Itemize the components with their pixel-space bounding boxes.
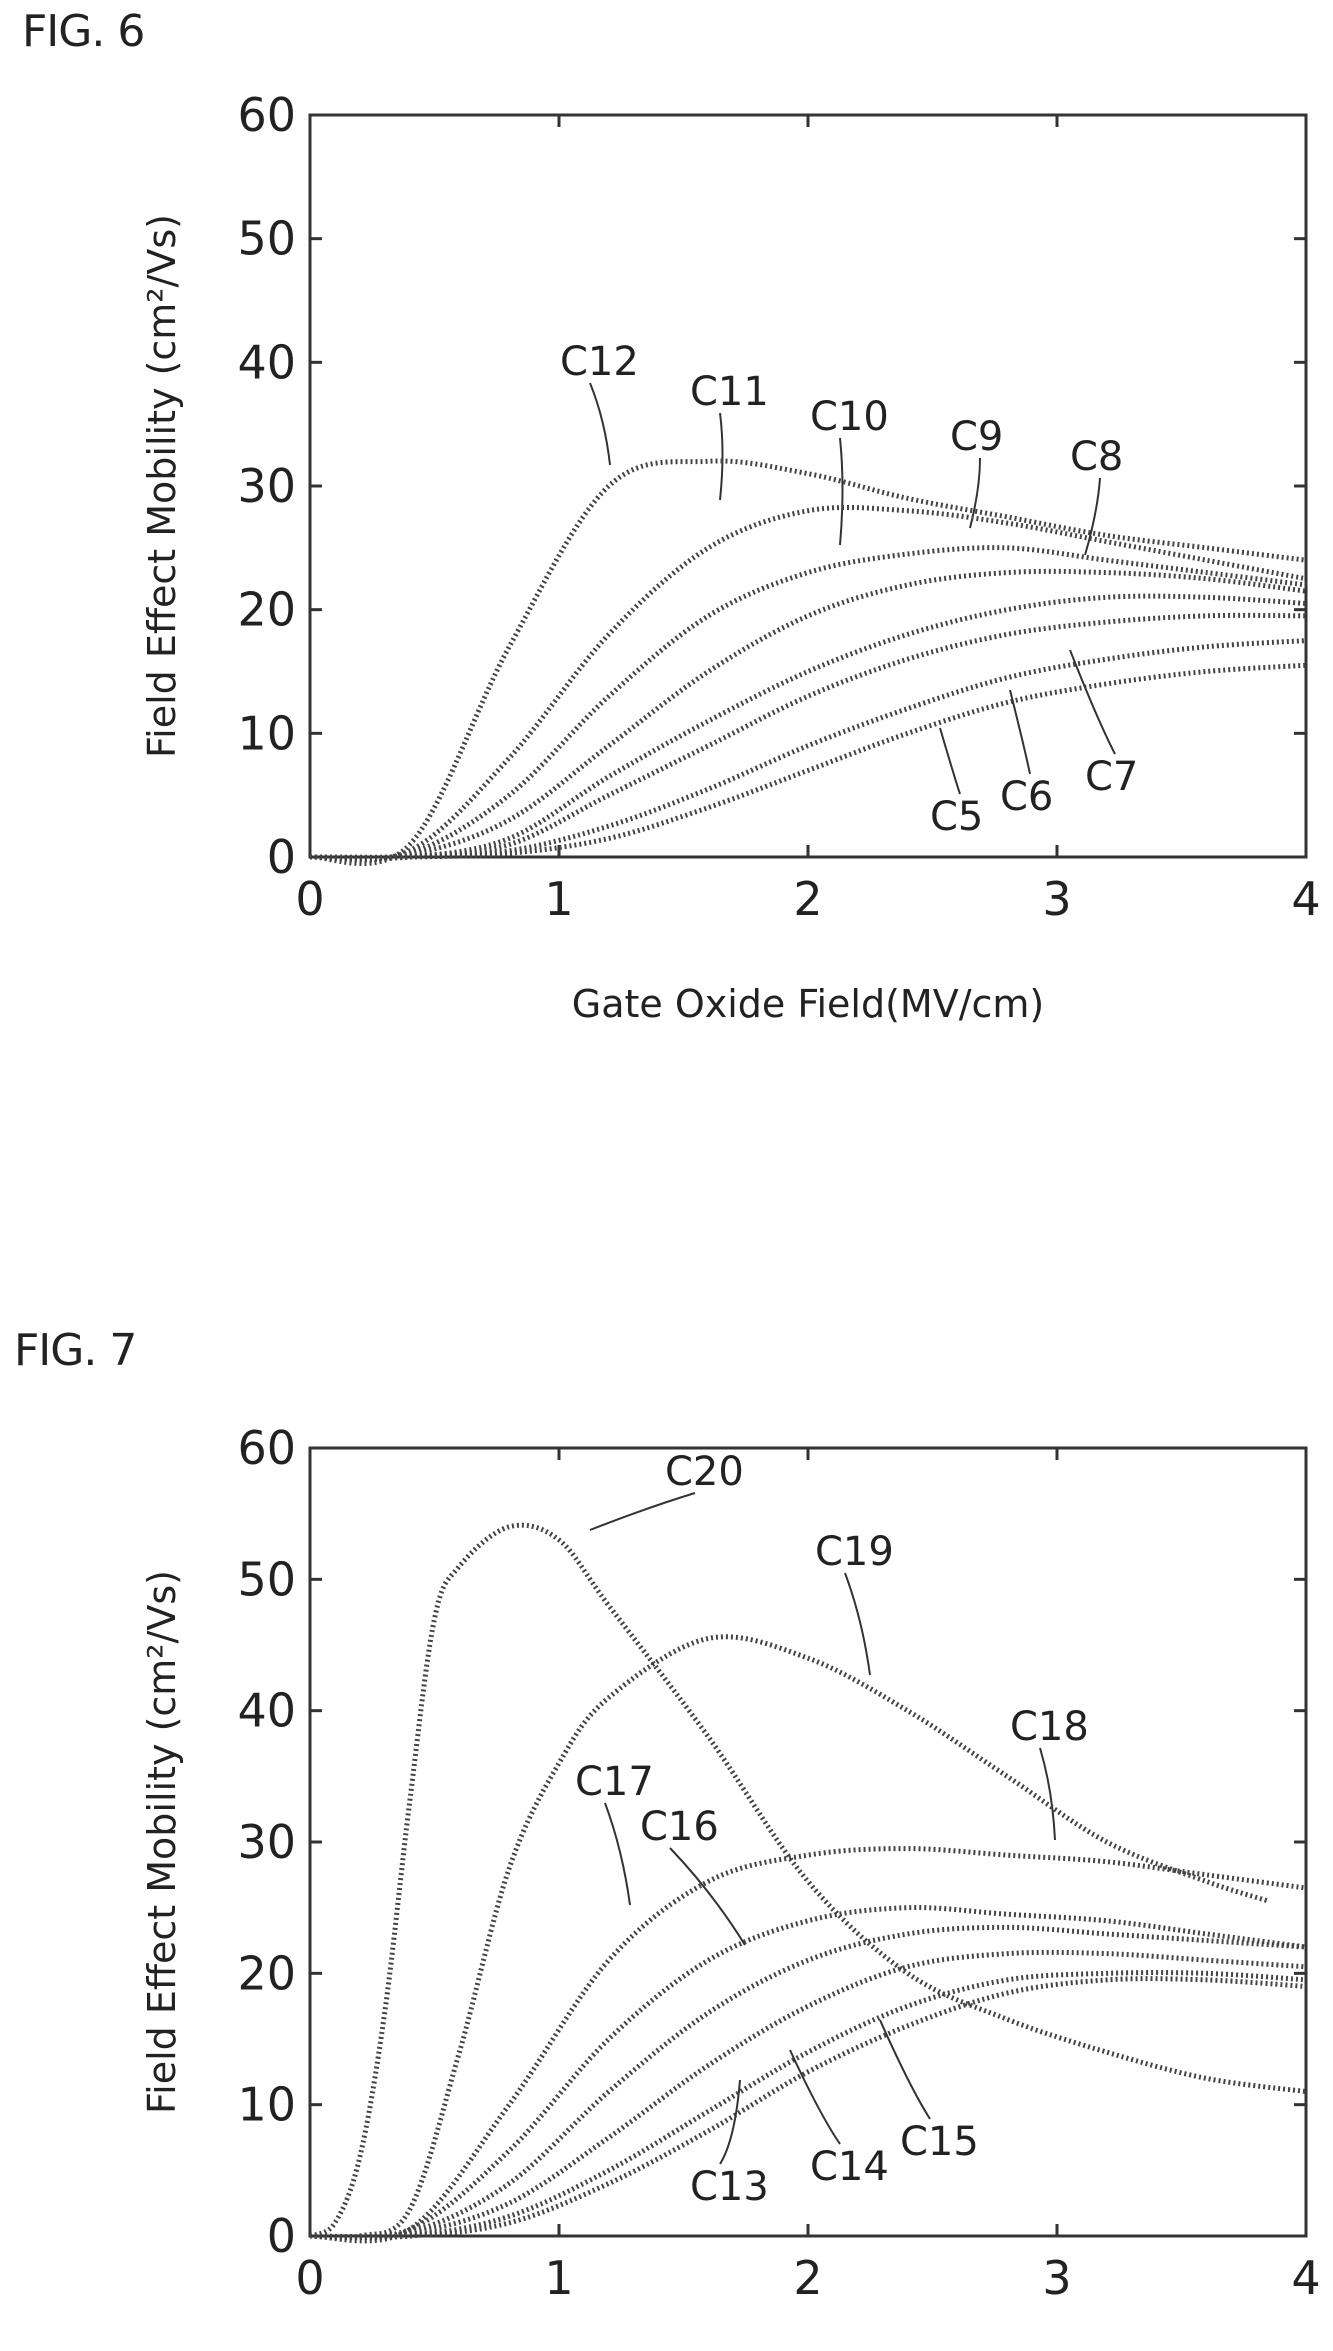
x-tick-label: 4 bbox=[1291, 2251, 1320, 2305]
series-curve-c20 bbox=[308, 1522, 1307, 2239]
series-label-c8: C8 bbox=[1070, 434, 1123, 480]
series-curve-c11 bbox=[309, 504, 1307, 863]
leader-line-c10 bbox=[839, 437, 844, 546]
leader-line-c11 bbox=[719, 412, 724, 501]
y-tick-label: 10 bbox=[237, 2078, 296, 2132]
y-tick-label: 20 bbox=[237, 1946, 296, 2000]
x-tick-label: 1 bbox=[544, 872, 573, 926]
x-tick-label: 2 bbox=[793, 2251, 822, 2305]
series-label-c7: C7 bbox=[1085, 754, 1138, 800]
leader-line-c8 bbox=[1084, 477, 1101, 556]
y-tick-label: 10 bbox=[237, 706, 296, 760]
series-label-c18: C18 bbox=[1010, 1704, 1089, 1750]
y-tick-label: 50 bbox=[237, 1552, 296, 1606]
x-tick-label: 1 bbox=[544, 2251, 573, 2305]
y-tick-label: 60 bbox=[237, 88, 296, 142]
y-tick-label: 50 bbox=[237, 212, 296, 266]
x-tick-label: 0 bbox=[295, 2251, 324, 2305]
series-curve-c9 bbox=[309, 568, 1307, 861]
y-tick-label: 0 bbox=[267, 2209, 296, 2263]
leader-line-c6 bbox=[1009, 689, 1031, 775]
leader-line-c9 bbox=[969, 457, 981, 529]
series-curve-c19 bbox=[309, 1634, 1270, 2241]
x-tick-label: 3 bbox=[1042, 872, 1071, 926]
y-tick-label: 40 bbox=[237, 1684, 296, 1738]
y-tick-label: 0 bbox=[267, 830, 296, 884]
y-axis-title: Field Effect Mobility (cm²/Vs) bbox=[140, 1570, 184, 2114]
y-tick-label: 20 bbox=[237, 583, 296, 637]
leader-line-c19 bbox=[844, 1572, 871, 1676]
x-tick-label: 3 bbox=[1042, 2251, 1071, 2305]
series-label-c5: C5 bbox=[930, 794, 983, 840]
leader-line-c18 bbox=[1039, 1747, 1056, 1841]
series-label-c13: C13 bbox=[690, 2164, 769, 2210]
leader-line-c12 bbox=[589, 382, 611, 466]
series-label-c16: C16 bbox=[640, 1804, 719, 1850]
plot-frame bbox=[308, 1446, 1308, 2238]
y-tick-label: 30 bbox=[237, 459, 296, 513]
series-curve-c7 bbox=[309, 612, 1307, 861]
leader-line-c5 bbox=[939, 727, 961, 795]
series-curve-c6 bbox=[309, 638, 1307, 860]
series-label-c14: C14 bbox=[810, 2144, 889, 2190]
series-label-c11: C11 bbox=[690, 369, 769, 415]
series-label-c9: C9 bbox=[950, 414, 1003, 460]
series-label-c17: C17 bbox=[575, 1759, 654, 1805]
leader-line-c20 bbox=[589, 1492, 696, 1531]
series-curve-c15 bbox=[309, 1949, 1307, 2240]
y-tick-label: 40 bbox=[237, 335, 296, 389]
series-curve-c12 bbox=[309, 458, 1307, 866]
series-label-c15: C15 bbox=[900, 2119, 979, 2165]
series-label-c20: C20 bbox=[665, 1449, 744, 1495]
series-label-c10: C10 bbox=[810, 394, 889, 440]
figure-7-label: FIG. 7 bbox=[14, 1325, 137, 1376]
series-label-c6: C6 bbox=[1000, 774, 1053, 820]
leader-line-c16 bbox=[669, 1847, 746, 1946]
x-tick-label: 0 bbox=[295, 872, 324, 926]
leader-line-c15 bbox=[879, 2019, 931, 2120]
x-tick-label: 2 bbox=[793, 872, 822, 926]
series-curve-c18 bbox=[309, 1846, 1307, 2244]
y-axis-title: Field Effect Mobility (cm²/Vs) bbox=[140, 214, 184, 758]
figure-6-label: FIG. 6 bbox=[22, 6, 145, 57]
x-tick-label: 4 bbox=[1291, 872, 1320, 926]
series-curve-c10 bbox=[309, 545, 1307, 862]
x-axis-title: Gate Oxide Field(MV/cm) bbox=[572, 982, 1044, 1026]
y-tick-label: 60 bbox=[237, 1421, 296, 1475]
leader-line-c17 bbox=[604, 1802, 631, 1906]
leader-line-c14 bbox=[789, 2049, 841, 2145]
series-label-c19: C19 bbox=[815, 1529, 894, 1575]
series-curve-c14 bbox=[309, 1970, 1307, 2240]
leader-line-c7 bbox=[1069, 649, 1116, 755]
leader-line-c13 bbox=[719, 2079, 741, 2165]
series-curve-c8 bbox=[309, 593, 1307, 861]
series-curve-c13 bbox=[309, 1976, 1307, 2240]
plot-frame bbox=[308, 113, 1308, 859]
series-label-c12: C12 bbox=[560, 339, 639, 385]
y-tick-label: 30 bbox=[237, 1815, 296, 1869]
